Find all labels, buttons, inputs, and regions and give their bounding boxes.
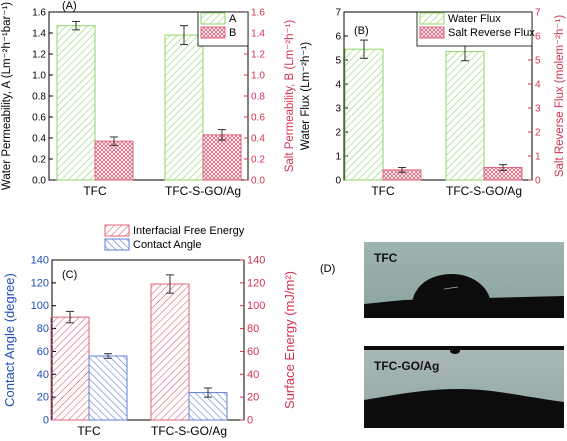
bar-water-flux [445, 51, 485, 181]
bar-a [56, 25, 96, 181]
panel-label: (C) [62, 269, 77, 281]
left-tick-label: 5 [335, 56, 341, 67]
caption-tfc-go-ag: TFC-GO/Ag [374, 359, 440, 373]
left-tick-label: 0 [335, 176, 341, 187]
panel-b: 0 1 2 3 4 5 6 7 0 1 2 3 4 5 6 7 TFC TFC-S-GO/Ag (B) Water F… [300, 8, 566, 199]
left-axis-title: Contact Angle (degree) [2, 273, 17, 407]
left-tick-label: 80 [37, 323, 49, 335]
right-tick-label: 1.0 [251, 71, 265, 82]
left-tick-label: 7 [335, 8, 341, 19]
legend-swatch [104, 238, 130, 251]
left-axis-title: Water Permeability, A (Lm⁻²h⁻¹bar⁻¹) [1, 2, 13, 190]
legend-label: Salt Reverse Flux [448, 27, 535, 39]
right-tick-label: 1.4 [251, 29, 265, 40]
right-tick-label: 0 [535, 176, 541, 187]
left-tick-label: 40 [37, 369, 49, 381]
legend-swatch [419, 12, 445, 25]
caption-tfc: TFC [374, 251, 398, 265]
right-tick-label: 4 [535, 80, 541, 91]
right-tick-label: 60 [247, 346, 259, 358]
right-tick-label: 40 [247, 369, 259, 381]
panel-label: (A) [62, 0, 77, 12]
x-tick-label: TFC [77, 424, 101, 438]
right-tick-label: 5 [535, 56, 541, 67]
left-tick-label: 3 [335, 104, 341, 115]
panel-c: 0 20 40 60 80 100 120 140 0 20 40 60 80 100 120 140 TFC T… [2, 224, 297, 438]
legend-swatch [419, 26, 445, 39]
left-tick-label: 1.0 [32, 71, 46, 82]
left-tick-label: 1.6 [32, 8, 46, 19]
droplet-image-tfc-go-ag [364, 346, 564, 428]
right-tick-label: 0.6 [251, 113, 265, 124]
right-tick-label: 0.8 [251, 92, 265, 103]
x-tick-label: TFC [371, 184, 395, 198]
right-tick-label: 100 [247, 300, 265, 312]
right-axis-title: Salt Reverse Flux (molem⁻²h⁻¹) [554, 15, 566, 177]
right-tick-label: 1.6 [251, 8, 265, 19]
right-tick-label: 6 [535, 32, 541, 43]
left-tick-label: 120 [31, 277, 49, 289]
right-tick-label: 3 [535, 104, 541, 115]
legend-label: Contact Angle [133, 239, 202, 251]
bar-contact-angle [88, 355, 128, 421]
right-tick-label: 140 [247, 255, 265, 267]
panel-label: (B) [354, 25, 369, 37]
right-tick-label: 1 [535, 152, 541, 163]
bar-b [94, 140, 134, 181]
droplet-image-tfc [364, 242, 564, 318]
bar-a [164, 34, 204, 181]
right-tick-label: 20 [247, 392, 259, 404]
bar-interfacial-free-energy [50, 316, 90, 421]
left-tick-label: 0.0 [32, 176, 46, 187]
left-tick-label: 1.4 [32, 29, 46, 40]
bar-b [202, 134, 242, 181]
left-tick-label: 20 [37, 392, 49, 404]
left-tick-label: 0.4 [32, 134, 46, 145]
bar-interfacial-free-energy [150, 283, 190, 421]
right-tick-label: 0.4 [251, 134, 265, 145]
left-tick-label: 140 [31, 255, 49, 267]
legend-label: Interfacial Free Energy [133, 225, 245, 237]
legend-label: Water Flux [448, 13, 501, 25]
right-tick-label: 0.0 [251, 176, 265, 187]
left-tick-label: 0 [43, 415, 49, 427]
left-tick-label: 100 [31, 300, 49, 312]
legend-label: B [229, 27, 236, 39]
right-axis-title: Salt Permeability, B (Lm⁻²h⁻¹) [284, 20, 296, 173]
right-tick-label: 120 [247, 277, 265, 289]
legend-swatch [104, 224, 130, 237]
legend-swatch [200, 26, 226, 39]
right-tick-label: 0.2 [251, 155, 265, 166]
legend-label: A [229, 13, 237, 25]
left-axis-title: Water Flux (Lm⁻²h⁻¹) [300, 42, 312, 150]
x-tick-label: TFC-S-GO/Ag [446, 184, 522, 198]
right-tick-label: 80 [247, 323, 259, 335]
bar-water-flux [344, 48, 384, 181]
left-tick-label: 0.6 [32, 113, 46, 124]
right-tick-label: 7 [535, 8, 541, 19]
right-tick-label: 2 [535, 128, 541, 139]
left-tick-label: 60 [37, 346, 49, 358]
left-tick-label: 2 [335, 128, 341, 139]
left-tick-label: 1.2 [32, 50, 46, 61]
left-tick-label: 6 [335, 32, 341, 43]
left-tick-label: 0.8 [32, 92, 46, 103]
panel-d: (D) [320, 263, 335, 275]
right-tick-label: 0 [247, 415, 253, 427]
left-tick-label: 1 [335, 152, 341, 163]
right-axis-title: Surface Energy (mJ/m²) [282, 271, 297, 409]
left-tick-label: 4 [335, 80, 341, 91]
x-tick-label: TFC-S-GO/Ag [151, 424, 227, 438]
droplet-photo-tfc-go-ag: TFC-GO/Ag [364, 346, 564, 428]
x-tick-label: TFC [83, 184, 107, 198]
droplet-photo-tfc: TFC [364, 242, 564, 318]
legend-swatch [200, 12, 226, 25]
right-tick-label: 1.2 [251, 50, 265, 61]
left-tick-label: 0.2 [32, 155, 46, 166]
panel-d-label: (D) [320, 263, 335, 275]
panel-a: 0.0 0.2 0.4 0.6 0.8 1.0 1.2 1.4 1.6 0.0 0.2 0.4 0.6 0… [1, 0, 296, 198]
x-tick-label: TFC-S-GO/Ag [165, 184, 241, 198]
